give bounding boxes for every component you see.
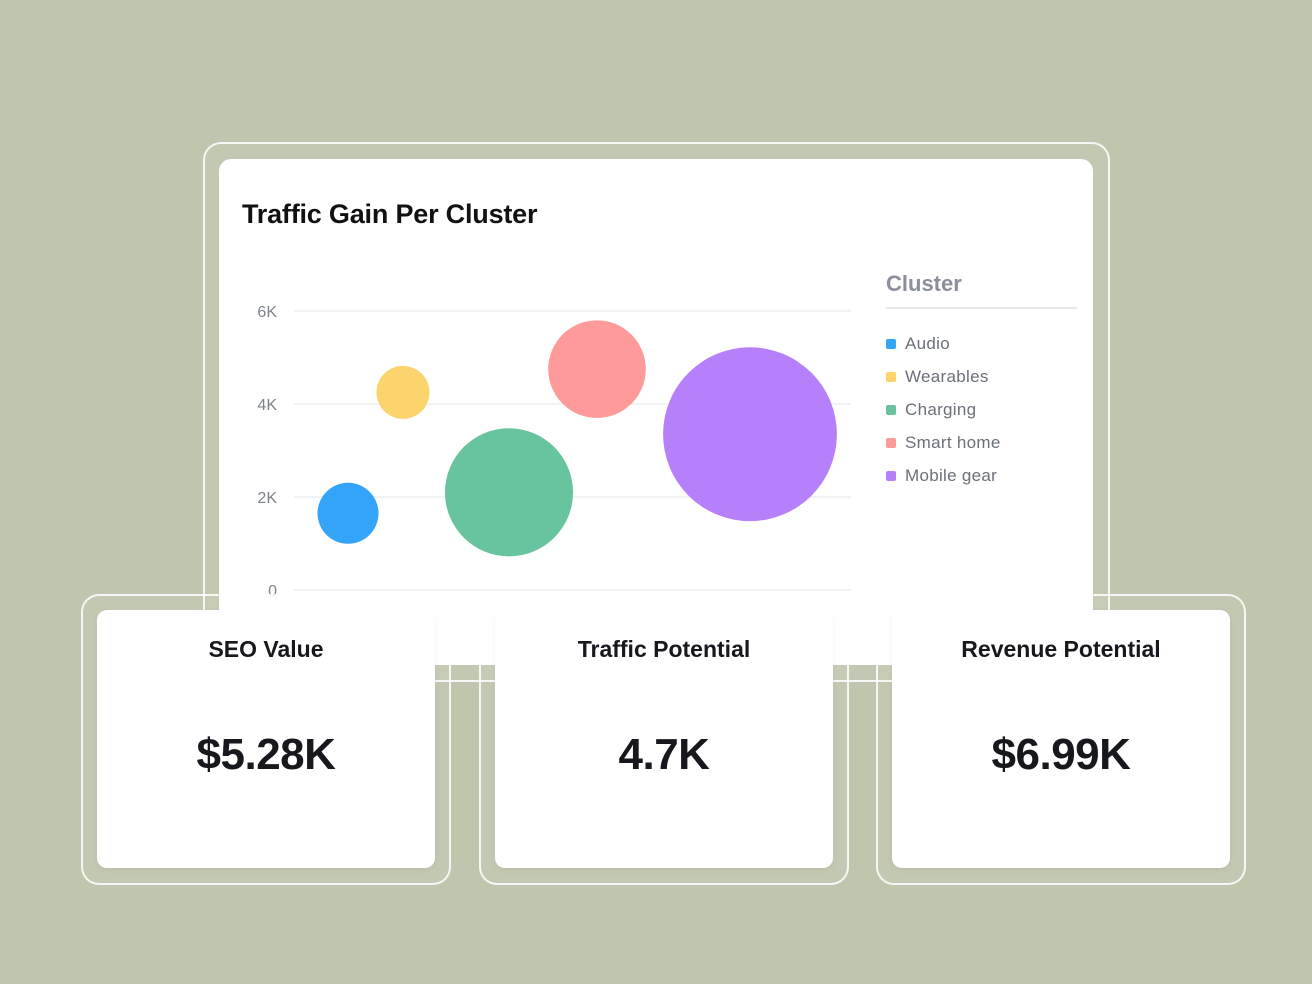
legend-item-smart-home[interactable]: Smart home bbox=[886, 426, 1077, 459]
legend-item-mobile-gear[interactable]: Mobile gear bbox=[886, 459, 1077, 492]
card-label: Revenue Potential bbox=[961, 636, 1161, 662]
card-label: SEO Value bbox=[208, 636, 324, 662]
legend-label: Charging bbox=[905, 399, 977, 419]
bubble-audio[interactable] bbox=[317, 482, 379, 544]
legend-swatch bbox=[886, 338, 896, 349]
bubble-mobile-gear[interactable] bbox=[663, 347, 837, 522]
chart-title: Traffic Gain Per Cluster bbox=[242, 199, 538, 229]
legend-swatch bbox=[886, 470, 896, 481]
y-tick-label: 4K bbox=[257, 397, 277, 414]
seo-value-card: SEO Value $5.28K bbox=[97, 610, 435, 868]
legend-item-charging[interactable]: Charging bbox=[886, 393, 1077, 426]
y-tick-label: 0 bbox=[268, 583, 277, 600]
card-value: $6.99K bbox=[991, 730, 1131, 779]
legend-title: Cluster bbox=[886, 271, 1077, 309]
card-value: $5.28K bbox=[196, 730, 336, 779]
legend-swatch bbox=[886, 371, 896, 382]
chart-legend: Cluster Audio Wearables Charging Smart h… bbox=[886, 271, 1077, 492]
bubble-smart-home[interactable] bbox=[548, 320, 646, 418]
bubble-chart: 0 2K 4K 6K bbox=[257, 304, 851, 600]
legend-label: Wearables bbox=[905, 366, 989, 386]
bubble-charging[interactable] bbox=[444, 428, 574, 557]
y-tick-label: 6K bbox=[257, 304, 277, 321]
legend-swatch bbox=[886, 437, 896, 448]
legend-item-audio[interactable]: Audio bbox=[886, 327, 1077, 360]
y-tick-label: 2K bbox=[257, 490, 277, 507]
legend-list: Audio Wearables Charging Smart home Mobi… bbox=[886, 327, 1077, 492]
legend-label: Audio bbox=[905, 333, 950, 353]
card-label: Traffic Potential bbox=[577, 636, 751, 662]
chart-bubbles bbox=[317, 320, 837, 557]
traffic-potential-card: Traffic Potential 4.7K bbox=[495, 610, 833, 868]
bubble-wearables[interactable] bbox=[376, 365, 430, 419]
legend-label: Smart home bbox=[905, 432, 1001, 452]
chart-panel: 0 2K 4K 6K Traffic Gain Per Cluster Cluster… bbox=[219, 159, 1093, 665]
legend-label: Mobile gear bbox=[905, 465, 998, 485]
card-value: 4.7K bbox=[618, 730, 710, 779]
y-axis: 0 2K 4K 6K bbox=[257, 304, 277, 600]
revenue-potential-card: Revenue Potential $6.99K bbox=[892, 610, 1230, 868]
legend-swatch bbox=[886, 404, 896, 415]
legend-item-wearables[interactable]: Wearables bbox=[886, 360, 1077, 393]
